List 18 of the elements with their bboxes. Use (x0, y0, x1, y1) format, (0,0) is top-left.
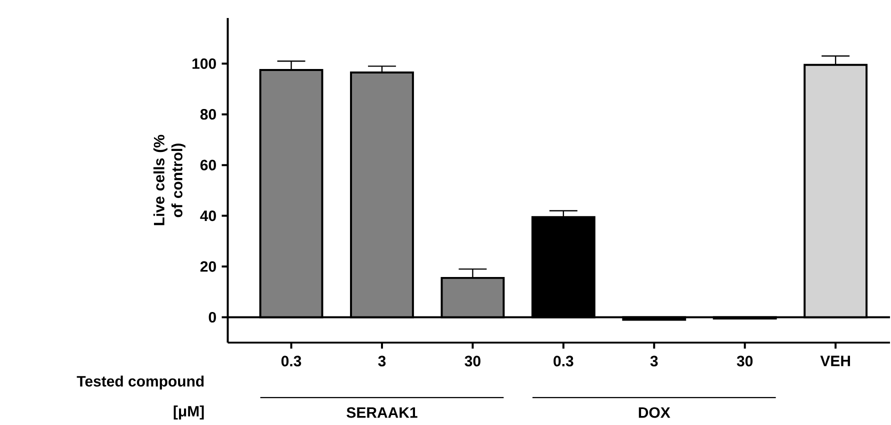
y-tick-label: 40 (200, 210, 216, 222)
text: Tested compound (76, 376, 204, 390)
x-tick-label: VEH (820, 356, 850, 366)
y-tick-label: 100 (192, 58, 216, 70)
y-tick-label: 0 (208, 312, 216, 323)
y-tick-label: 60 (200, 160, 216, 171)
x-tick-label: 30 (736, 356, 753, 367)
x-tick-label: 0.3 (281, 356, 302, 367)
x-tick-label: 3 (378, 356, 386, 367)
text: SERAAK1 (346, 407, 418, 418)
text: [μM] (174, 406, 204, 420)
x-tick-label: 3 (650, 356, 658, 367)
x-tick-label: 0.3 (554, 356, 574, 367)
y-tick-label: 80 (200, 109, 216, 120)
x-tick-label: 30 (464, 356, 480, 367)
y-axis-title: Live cells (% of control) (153, 135, 186, 226)
y-tick-label: 20 (200, 261, 216, 272)
text: DOX (638, 407, 670, 418)
